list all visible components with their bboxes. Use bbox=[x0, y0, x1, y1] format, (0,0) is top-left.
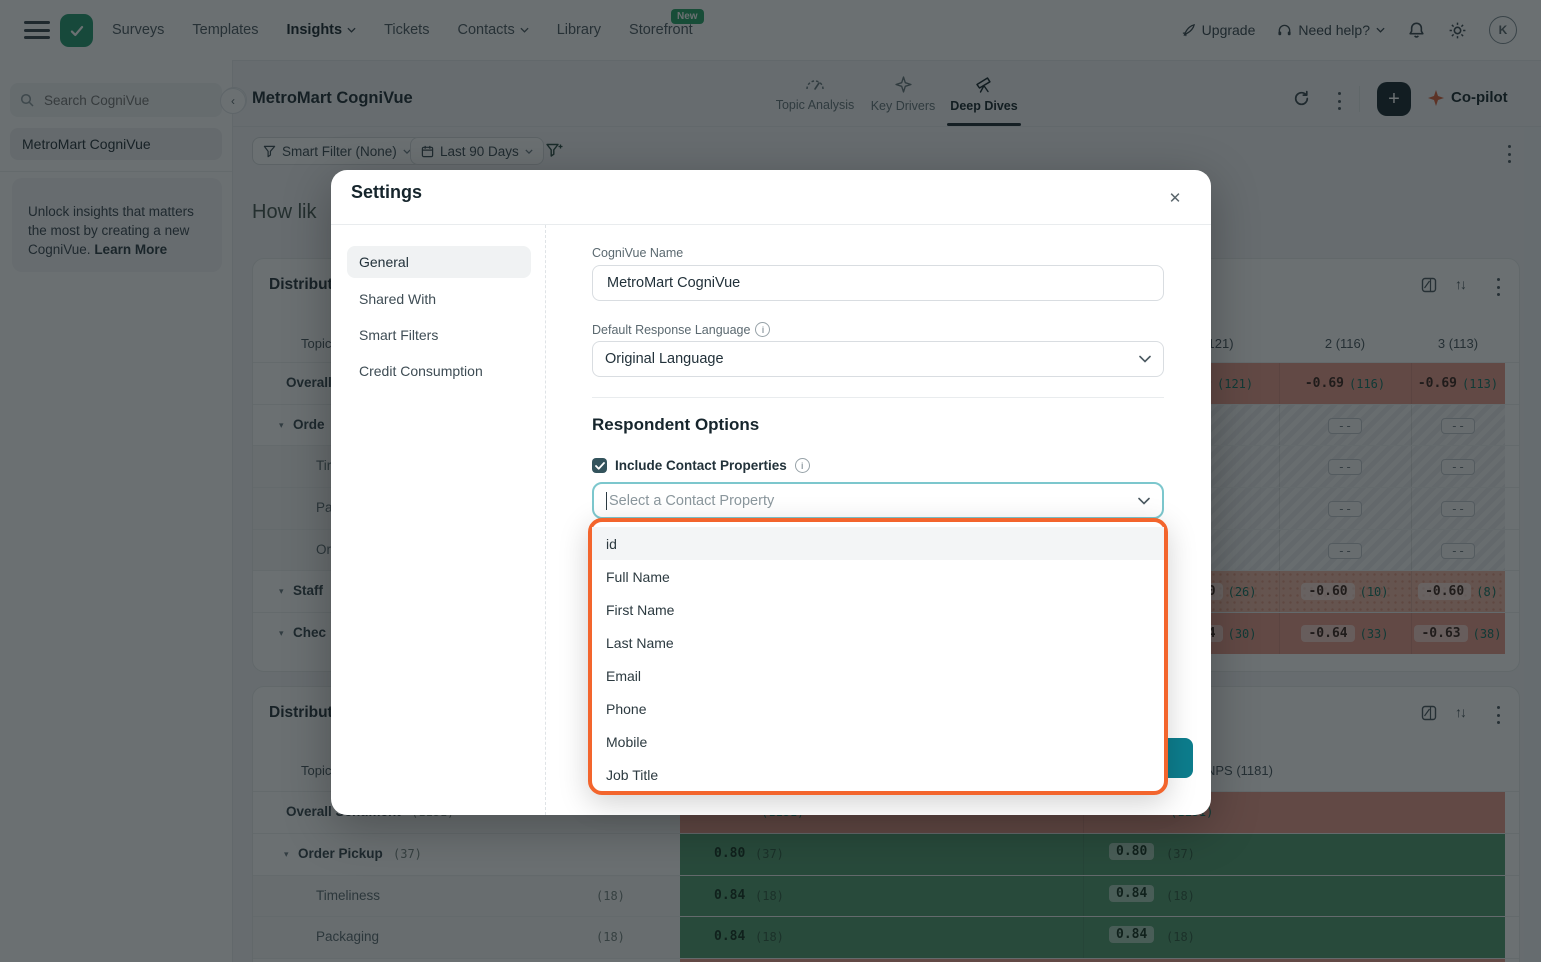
dropdown-option-mobile[interactable]: Mobile bbox=[606, 733, 648, 750]
info-icon: i bbox=[755, 322, 771, 337]
dropdown-option-full-name[interactable]: Full Name bbox=[606, 568, 670, 585]
dropdown-option-email[interactable]: Email bbox=[606, 667, 642, 684]
name-field bbox=[592, 265, 1164, 301]
language-select[interactable]: Original Language bbox=[592, 341, 1164, 377]
modal-nav-smart-filters[interactable]: Smart Filters bbox=[359, 327, 439, 343]
dropdown-option-id[interactable]: id bbox=[592, 527, 1164, 560]
dropdown-option-job-title[interactable]: Job Title bbox=[606, 766, 659, 783]
modal-nav-general[interactable]: General bbox=[347, 246, 531, 278]
include-contact-properties-row: Include Contact Properties i bbox=[592, 458, 810, 473]
contact-property-select[interactable]: Select a Contact Property bbox=[592, 482, 1164, 519]
chevron-down-icon bbox=[1139, 355, 1151, 363]
text-cursor bbox=[606, 491, 607, 510]
contact-property-dropdown: id Full Name First Name Last Name Email … bbox=[588, 518, 1168, 795]
section-heading: Respondent Options bbox=[592, 415, 760, 434]
chevron-down-icon bbox=[1138, 497, 1150, 505]
section-divider bbox=[592, 397, 1164, 398]
modal-nav-credit-consumption[interactable]: Credit Consumption bbox=[359, 363, 483, 379]
modal-nav-shared-with[interactable]: Shared With bbox=[359, 291, 437, 307]
dropdown-option-phone[interactable]: Phone bbox=[606, 700, 647, 717]
name-field-label: CogniVue Name bbox=[592, 246, 684, 260]
checkbox-checked[interactable] bbox=[592, 458, 607, 473]
info-icon: i bbox=[794, 458, 810, 473]
modal-title: Settings bbox=[351, 182, 423, 202]
dropdown-option-last-name[interactable]: Last Name bbox=[606, 634, 674, 651]
modal-nav-divider bbox=[545, 225, 546, 815]
language-field-label: Default Response Language i bbox=[592, 322, 771, 337]
modal-header-divider bbox=[331, 224, 1211, 225]
cognivue-name-input[interactable] bbox=[605, 274, 1151, 292]
dropdown-option-first-name[interactable]: First Name bbox=[606, 601, 675, 618]
close-icon[interactable]: ✕ bbox=[1168, 190, 1182, 207]
